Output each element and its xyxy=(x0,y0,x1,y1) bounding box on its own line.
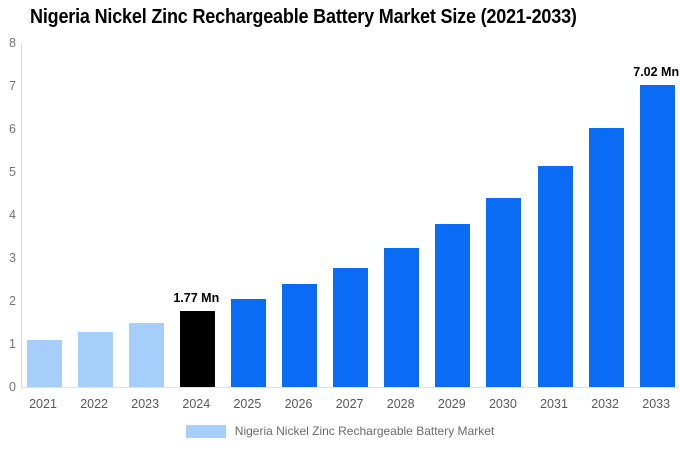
bar-2033 xyxy=(639,85,675,387)
bar-2027 xyxy=(333,267,369,387)
y-tick-label: 2 xyxy=(9,294,16,308)
legend-label: Nigeria Nickel Zinc Rechargeable Battery… xyxy=(234,424,495,438)
x-axis-label: 2022 xyxy=(80,397,108,411)
legend-swatch xyxy=(185,424,226,438)
bar-2022 xyxy=(77,332,113,387)
x-axis-label: 2025 xyxy=(233,397,262,411)
bar-2025 xyxy=(230,298,266,387)
y-tick-label: 3 xyxy=(9,251,16,265)
y-tick-label: 6 xyxy=(9,122,16,136)
x-axis-label: 2029 xyxy=(437,397,466,411)
bar-2023 xyxy=(128,322,164,387)
x-axis-label: 2023 xyxy=(131,397,160,411)
x-axis-label: 2028 xyxy=(386,397,415,411)
x-axis-label: 2030 xyxy=(488,397,517,411)
bar-2024 xyxy=(179,310,215,387)
y-tick-label: 7 xyxy=(9,79,16,93)
bar-2028 xyxy=(384,247,420,387)
x-axis-label: 2021 xyxy=(29,397,57,411)
x-axis-label: 2033 xyxy=(642,397,671,411)
plot-area xyxy=(21,43,679,388)
bar-2029 xyxy=(435,224,471,387)
x-axis-label: 2032 xyxy=(591,397,619,411)
y-tick-label: 0 xyxy=(9,380,16,394)
bar-2021 xyxy=(26,339,62,387)
y-tick-label: 8 xyxy=(9,36,16,50)
bar-value-label: 1.77 Mn xyxy=(173,290,220,305)
legend: Nigeria Nickel Zinc Rechargeable Battery… xyxy=(0,424,680,438)
y-tick-label: 4 xyxy=(9,208,16,222)
bar-value-label: 7.02 Mn xyxy=(633,65,680,80)
x-axis-label: 2026 xyxy=(284,397,313,411)
bar-2026 xyxy=(282,284,317,387)
bar-2032 xyxy=(588,128,624,387)
x-axis-label: 2027 xyxy=(335,397,364,411)
bar-2031 xyxy=(537,165,573,387)
chart-title: Nigeria Nickel Zinc Rechargeable Battery… xyxy=(30,6,577,28)
x-axis-label: 2031 xyxy=(540,397,568,411)
y-tick-label: 5 xyxy=(9,165,16,179)
x-axis-label: 2024 xyxy=(182,397,211,411)
bar-2030 xyxy=(486,197,522,387)
y-tick-label: 1 xyxy=(9,337,16,351)
